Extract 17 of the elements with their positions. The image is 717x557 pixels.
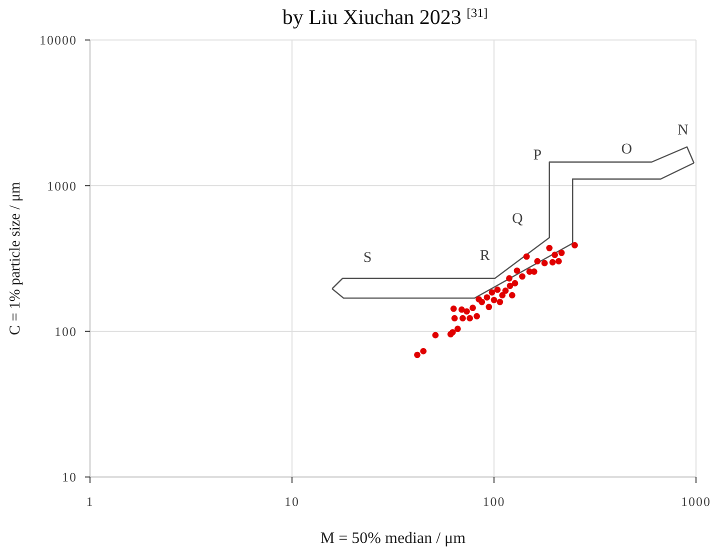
y-tick-label: 10000	[40, 32, 77, 48]
annotation: R	[480, 248, 490, 264]
x-tick-label: 1	[86, 494, 94, 510]
chart-title: by Liu Xiuchan 2023 $^{[31]}$	[282, 5, 488, 29]
annotation: N	[678, 122, 689, 138]
y-tick-label: 100	[54, 324, 77, 339]
x-tick-label: 10	[284, 494, 300, 510]
x-tick-label: 1000	[681, 494, 711, 510]
annotation: O	[621, 142, 632, 158]
annotation: S	[363, 250, 372, 266]
y-tick-label: 10	[62, 470, 77, 485]
annotation: Q	[512, 211, 523, 228]
x-axis-title: M = 50% median / μm	[320, 530, 466, 547]
x-tick-label: 100	[482, 494, 506, 510]
y-axis-title: C = 1% particle size / μm	[7, 182, 24, 336]
y-tick-label: 1000	[47, 178, 77, 194]
annotation: P	[533, 148, 542, 164]
